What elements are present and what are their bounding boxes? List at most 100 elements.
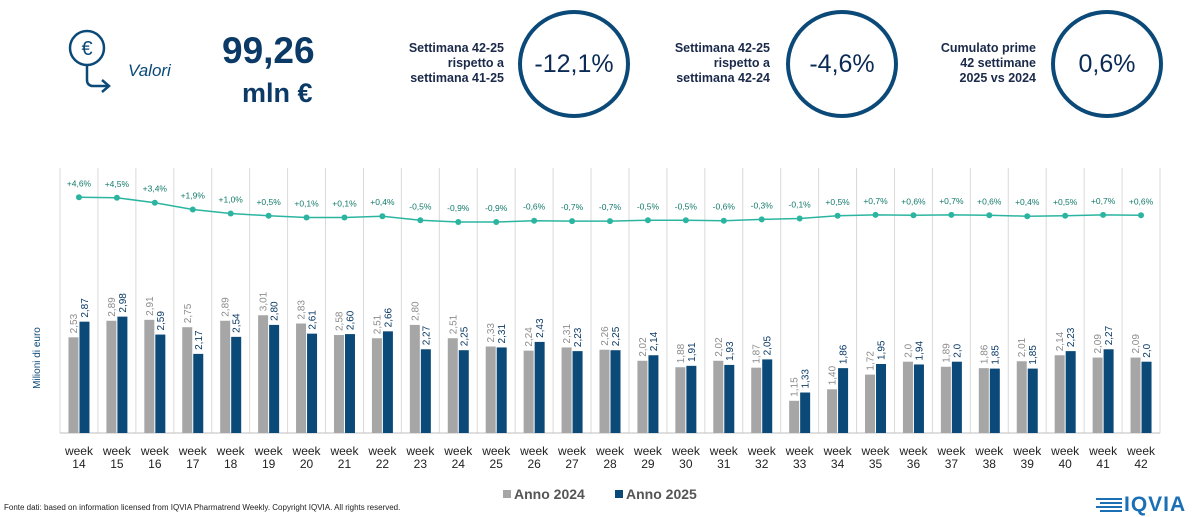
bar-value-label-2025: 1,85 — [1028, 345, 1039, 365]
bar-2025 — [572, 351, 583, 433]
bar-value-label-2024: 1,15 — [790, 377, 801, 397]
bar-2024 — [865, 374, 876, 433]
trend-point-label: -0,1% — [789, 199, 812, 209]
x-tick-label: week — [216, 444, 246, 458]
x-tick-label: week — [1050, 444, 1080, 458]
x-tick-label: 21 — [338, 457, 352, 471]
x-tick-label: week — [519, 444, 549, 458]
x-tick-label: 32 — [755, 457, 769, 471]
kpi-week-vs-last-year-value: -4,6% — [786, 10, 898, 118]
bar-2024 — [789, 400, 800, 433]
y-axis-label: Milioni di euro — [32, 327, 43, 389]
trend-point — [151, 199, 158, 206]
bar-2024 — [523, 350, 534, 433]
bar-2025 — [762, 359, 773, 433]
trend-point — [1024, 213, 1031, 220]
bar-value-label-2025: 2,14 — [649, 331, 660, 351]
legend-2025: Anno 2025 — [615, 486, 697, 502]
bar-2024 — [978, 368, 989, 433]
x-tick-label: 25 — [490, 457, 504, 471]
bar-value-label-2025: 2,60 — [345, 310, 356, 330]
trend-point-label: +0,4% — [1015, 197, 1040, 207]
bar-2025 — [458, 350, 469, 433]
bar-2025 — [724, 364, 735, 433]
bar-value-label-2024: 2,02 — [714, 337, 725, 357]
bar-2024 — [1130, 357, 1141, 433]
bar-value-label-2024: 2,14 — [1055, 331, 1066, 351]
trend-point — [644, 217, 651, 224]
bar-value-label-2024: 2,26 — [600, 326, 611, 346]
trend-point-label: +0,1% — [332, 199, 357, 209]
bar-2024 — [371, 338, 382, 433]
bar-value-label-2025: 1,93 — [725, 341, 736, 361]
bar-value-label-2025: 1,86 — [839, 344, 850, 364]
bar-2024 — [827, 389, 838, 433]
legend-swatch-2024 — [503, 490, 511, 498]
trend-point — [720, 217, 727, 224]
x-tick-label: week — [595, 444, 625, 458]
x-tick-label: week — [861, 444, 891, 458]
x-tick-label: week — [405, 444, 435, 458]
bar-2025 — [1065, 351, 1076, 433]
trend-point — [1138, 212, 1145, 219]
x-tick-label: 26 — [527, 457, 541, 471]
bar-value-label-2024: 1,40 — [828, 365, 839, 385]
bar-2025 — [79, 321, 90, 433]
x-tick-label: 39 — [1021, 457, 1035, 471]
iqvia-logo-text: IQVIA — [1124, 493, 1187, 516]
x-tick-label: week — [785, 444, 815, 458]
bar-value-label-2024: 1,88 — [676, 343, 687, 363]
x-tick-label: week — [329, 444, 359, 458]
x-tick-label: 29 — [641, 457, 655, 471]
bar-2025 — [307, 333, 318, 433]
bar-value-label-2025: 2,66 — [383, 307, 394, 327]
bar-2025 — [610, 350, 621, 433]
kpi-cumulative-label: Cumulato prime 42 settimane 2025 vs 2024 — [940, 41, 1036, 85]
x-tick-label: 40 — [1058, 457, 1072, 471]
x-tick-label: 20 — [300, 457, 314, 471]
x-tick-label: 38 — [983, 457, 997, 471]
trend-point — [872, 211, 879, 218]
trend-point-label: +0,7% — [1091, 196, 1116, 206]
x-tick-label: 16 — [148, 457, 162, 471]
bar-2025 — [534, 341, 545, 433]
trend-point — [796, 215, 803, 222]
bar-value-label-2024: 2,01 — [1017, 337, 1028, 357]
bar-2024 — [144, 319, 155, 433]
bar-value-label-2025: 1,95 — [877, 340, 888, 360]
bar-value-label-2024: 2,51 — [372, 314, 383, 334]
x-tick-label: week — [367, 444, 397, 458]
bar-2025 — [1141, 361, 1152, 433]
bar-2024 — [713, 360, 724, 433]
bar-2024 — [1016, 361, 1027, 433]
trend-point — [682, 217, 689, 224]
x-tick-label: 19 — [262, 457, 276, 471]
bar-value-label-2024: 2,09 — [1093, 334, 1104, 354]
trend-point — [910, 212, 917, 219]
trend-point — [948, 211, 955, 218]
bar-2024 — [258, 315, 269, 433]
bar-2025 — [382, 331, 393, 433]
trend-point-label: +0,7% — [939, 196, 964, 206]
bar-value-label-2024: 2,51 — [448, 314, 459, 334]
x-tick-label: week — [671, 444, 701, 458]
x-tick-label: week — [140, 444, 170, 458]
bar-value-label-2024: 2,02 — [638, 337, 649, 357]
trend-point-label: -0,5% — [675, 201, 698, 211]
x-tick-label: 24 — [452, 457, 466, 471]
trend-point-label: +0,4% — [370, 197, 395, 207]
x-tick-label: week — [747, 444, 777, 458]
bar-2024 — [561, 347, 572, 433]
trend-point — [189, 206, 196, 213]
bar-2024 — [68, 337, 79, 433]
bar-2024 — [751, 367, 762, 433]
x-tick-label: week — [823, 444, 853, 458]
trend-point — [986, 212, 993, 219]
trend-point — [113, 194, 120, 201]
trend-point — [417, 217, 424, 224]
bar-2024 — [1092, 357, 1103, 433]
x-tick-label: week — [102, 444, 132, 458]
bar-2024 — [902, 361, 913, 433]
x-tick-label: 37 — [945, 457, 959, 471]
